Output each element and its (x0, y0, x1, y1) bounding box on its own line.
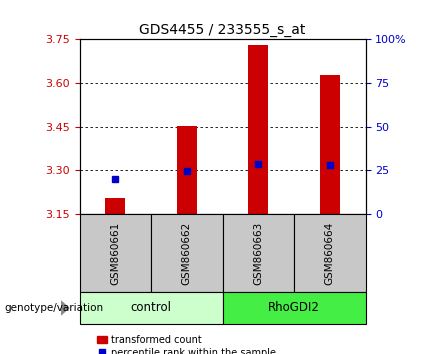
Text: RhoGDI2: RhoGDI2 (268, 302, 320, 314)
Bar (151, 214, 223, 292)
Bar (223, 292, 366, 324)
Text: GSM860664: GSM860664 (325, 222, 335, 285)
Text: GSM860663: GSM860663 (253, 222, 263, 285)
Text: GSM860661: GSM860661 (110, 222, 120, 285)
Text: GSM860662: GSM860662 (182, 222, 192, 285)
Bar (223, 214, 294, 292)
Bar (80, 292, 223, 324)
Bar (320, 75, 340, 214)
Bar (177, 126, 197, 214)
Text: control: control (131, 302, 172, 314)
Text: genotype/variation: genotype/variation (4, 303, 104, 313)
Bar (294, 214, 366, 292)
Bar (248, 45, 268, 214)
Legend: transformed count, percentile rank within the sample: transformed count, percentile rank withi… (93, 331, 280, 354)
Bar (105, 198, 125, 214)
Title: GDS4455 / 233555_s_at: GDS4455 / 233555_s_at (139, 23, 306, 36)
Polygon shape (61, 300, 70, 316)
Bar (80, 214, 151, 292)
